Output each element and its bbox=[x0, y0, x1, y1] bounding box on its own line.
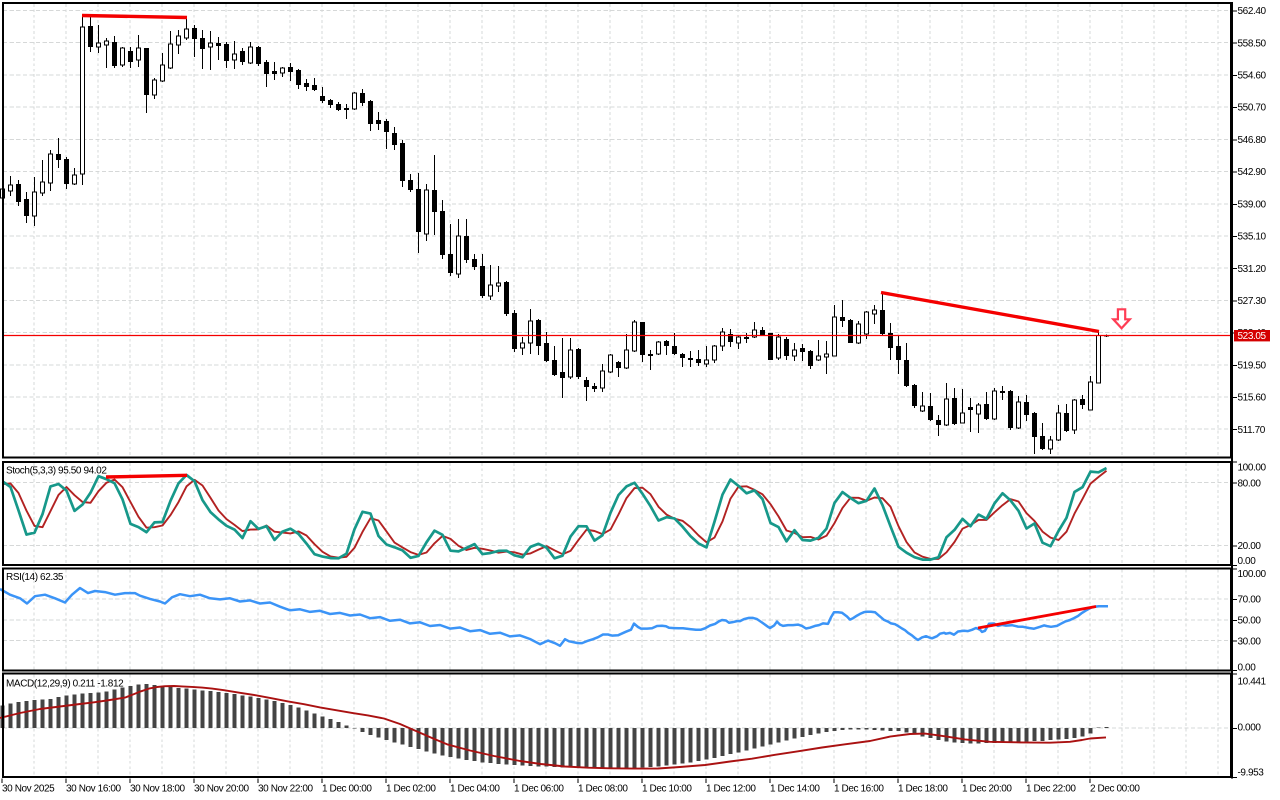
svg-text:-9.953: -9.953 bbox=[1238, 768, 1265, 779]
svg-text:Stoch(5,3,3) 95.50 94.02: Stoch(5,3,3) 95.50 94.02 bbox=[6, 466, 107, 477]
svg-text:1 Dec 20:00: 1 Dec 20:00 bbox=[962, 784, 1012, 795]
svg-text:30 Nov 20:00: 30 Nov 20:00 bbox=[194, 784, 250, 795]
svg-text:0.00: 0.00 bbox=[1238, 662, 1257, 673]
svg-text:558.50: 558.50 bbox=[1238, 38, 1267, 49]
svg-text:550.70: 550.70 bbox=[1238, 103, 1267, 114]
svg-text:519.50: 519.50 bbox=[1238, 360, 1267, 371]
svg-text:511.70: 511.70 bbox=[1238, 425, 1266, 436]
svg-text:80.00: 80.00 bbox=[1238, 478, 1262, 489]
svg-text:1 Dec 08:00: 1 Dec 08:00 bbox=[578, 784, 628, 795]
svg-text:MACD(12,29,9) 0.211 -1.812: MACD(12,29,9) 0.211 -1.812 bbox=[6, 679, 124, 690]
svg-text:70.00: 70.00 bbox=[1238, 595, 1262, 606]
svg-text:1 Dec 00:00: 1 Dec 00:00 bbox=[322, 784, 372, 795]
svg-text:0.00: 0.00 bbox=[1238, 556, 1257, 567]
svg-text:1 Dec 18:00: 1 Dec 18:00 bbox=[898, 784, 948, 795]
svg-text:542.90: 542.90 bbox=[1238, 167, 1267, 178]
svg-text:30 Nov 16:00: 30 Nov 16:00 bbox=[66, 784, 122, 795]
svg-text:50.00: 50.00 bbox=[1238, 616, 1262, 627]
svg-text:527.30: 527.30 bbox=[1238, 296, 1267, 307]
svg-text:535.10: 535.10 bbox=[1238, 232, 1267, 243]
svg-text:1 Dec 22:00: 1 Dec 22:00 bbox=[1026, 784, 1076, 795]
svg-text:1 Dec 16:00: 1 Dec 16:00 bbox=[834, 784, 884, 795]
svg-text:523.05: 523.05 bbox=[1238, 331, 1267, 342]
svg-text:539.00: 539.00 bbox=[1238, 199, 1267, 210]
svg-text:30.00: 30.00 bbox=[1238, 636, 1262, 647]
svg-text:554.60: 554.60 bbox=[1238, 71, 1267, 82]
svg-text:30 Nov 22:00: 30 Nov 22:00 bbox=[258, 784, 314, 795]
svg-text:1 Dec 12:00: 1 Dec 12:00 bbox=[706, 784, 756, 795]
svg-text:1 Dec 06:00: 1 Dec 06:00 bbox=[514, 784, 564, 795]
svg-text:10.441: 10.441 bbox=[1238, 677, 1267, 688]
svg-text:1 Dec 10:00: 1 Dec 10:00 bbox=[642, 784, 692, 795]
svg-text:20.00: 20.00 bbox=[1238, 541, 1262, 552]
svg-text:100.00: 100.00 bbox=[1238, 463, 1267, 474]
svg-text:562.40: 562.40 bbox=[1238, 6, 1267, 17]
svg-text:30 Nov 18:00: 30 Nov 18:00 bbox=[130, 784, 186, 795]
svg-text:2 Dec 00:00: 2 Dec 00:00 bbox=[1090, 784, 1140, 795]
svg-text:531.20: 531.20 bbox=[1238, 264, 1267, 275]
svg-text:100.00: 100.00 bbox=[1238, 569, 1267, 580]
svg-text:1 Dec 04:00: 1 Dec 04:00 bbox=[450, 784, 500, 795]
svg-text:515.60: 515.60 bbox=[1238, 393, 1267, 404]
svg-text:546.80: 546.80 bbox=[1238, 135, 1267, 146]
svg-text:0.000: 0.000 bbox=[1238, 723, 1262, 734]
svg-text:1 Dec 02:00: 1 Dec 02:00 bbox=[386, 784, 436, 795]
svg-text:RSI(14) 62.35: RSI(14) 62.35 bbox=[6, 572, 64, 583]
svg-text:30 Nov 2025: 30 Nov 2025 bbox=[2, 784, 55, 795]
svg-text:1 Dec 14:00: 1 Dec 14:00 bbox=[770, 784, 820, 795]
